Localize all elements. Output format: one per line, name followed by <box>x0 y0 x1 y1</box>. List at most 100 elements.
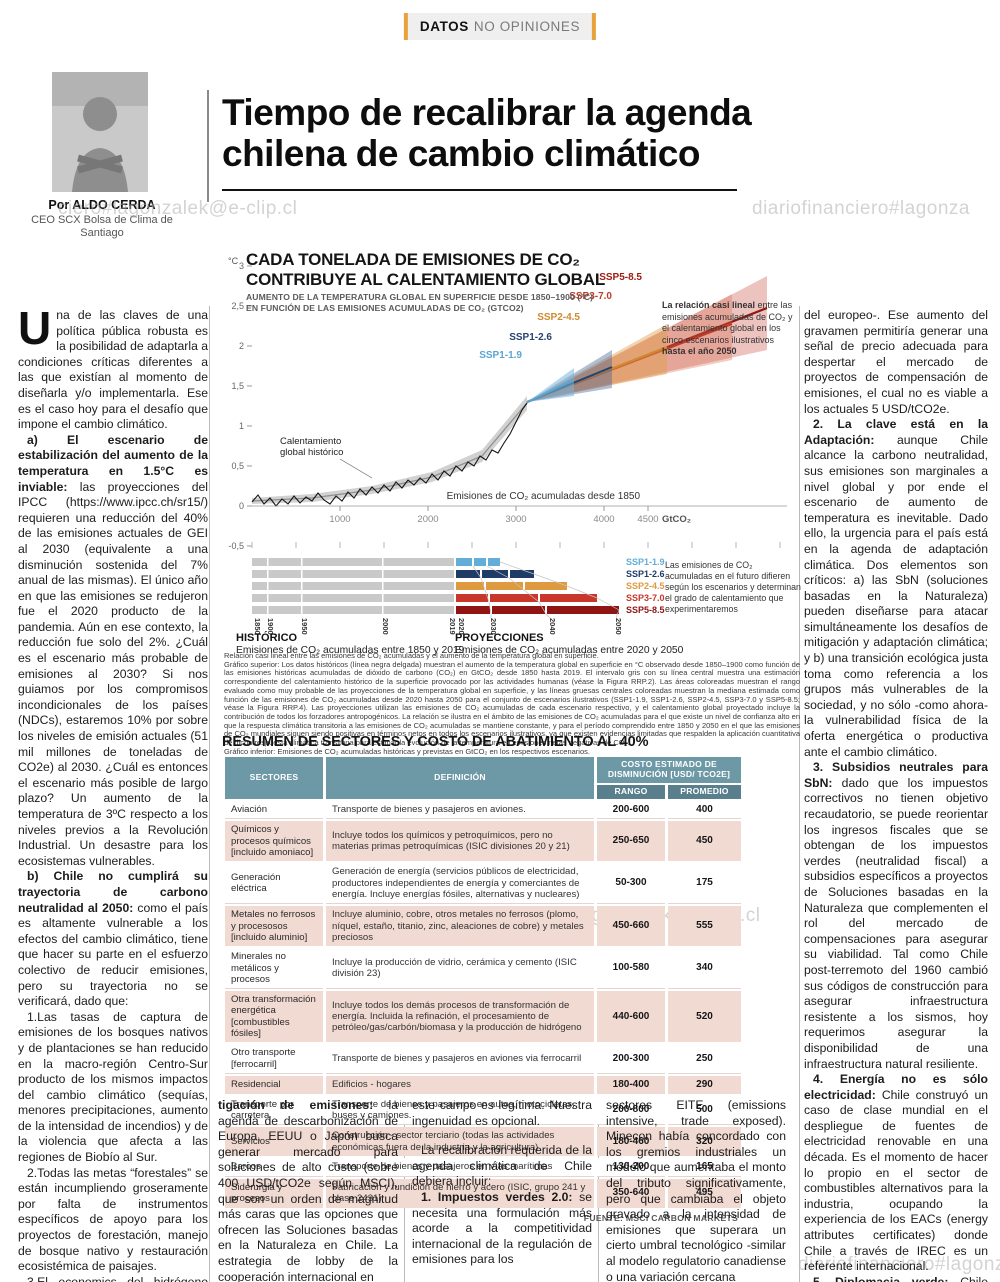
col-header-cost: COSTO ESTIMADO DE DISMINUCIÓN [USD/ TCO2… <box>597 757 741 783</box>
headline-line2: chilena de cambio climático <box>222 133 700 175</box>
x-axis-ticks: 1000 2000 3000 4000 4500 <box>329 514 658 525</box>
svg-text:0: 0 <box>239 501 244 511</box>
author-portrait-placeholder <box>52 72 148 192</box>
svg-text:2019: 2019 <box>448 618 457 635</box>
ssp1-19-label: SSP1-1.9 <box>479 350 522 361</box>
table-row: Químicos y procesos químicos [incluido a… <box>225 821 741 862</box>
ssp5-85-band <box>527 276 767 402</box>
ssp2-45-label: SSP2-4.5 <box>537 312 580 323</box>
chart-title: CADA TONELADA DE EMISIONES DE CO₂ CONTRI… <box>246 250 606 289</box>
historical-bars <box>252 558 454 614</box>
climate-chart-figure: °C 3 2,5 2 1,5 1 0,5 0 -0,5 <box>222 248 802 755</box>
svg-text:1: 1 <box>239 421 244 431</box>
svg-text:1000: 1000 <box>329 514 350 525</box>
watermark: ciero#lagonzalek@e-clip.cl <box>58 198 298 219</box>
author-photo <box>52 72 148 192</box>
svg-text:2050: 2050 <box>614 618 623 635</box>
headline-line1: Tiempo de recalibrar la agenda <box>222 92 752 133</box>
ssp3-70-label: SSP3-7.0 <box>569 291 612 302</box>
svg-text:3000: 3000 <box>505 514 526 525</box>
paragraph: 1.Las tasas de captura de emisiones de l… <box>18 1009 208 1165</box>
paragraph: 3.El economics del hidrógeno verde para … <box>27 1274 208 1282</box>
timeline-legend: Las emisiones de CO₂ acumuladas en el fu… <box>665 560 801 614</box>
scenario-labels: SSP1-1.9 SSP1-2.6 SSP2-4.5 SSP3-7.0 SSP5… <box>479 272 642 361</box>
svg-text:2030: 2030 <box>489 618 498 635</box>
svg-text:SSP1-2.6: SSP1-2.6 <box>626 569 665 579</box>
table-row: Otro transporte [ferrocarril] Transporte … <box>225 1044 741 1075</box>
svg-text:2000: 2000 <box>381 618 390 635</box>
ssp1-26-bar <box>456 570 534 578</box>
table-row: Transporte por carretera Transporte de bi… <box>225 1095 741 1126</box>
svg-text:2,5: 2,5 <box>231 301 244 311</box>
chart-subtitle: AUMENTO DE LA TEMPERATURA GLOBAL EN SUPE… <box>246 292 594 313</box>
scenario-wedges <box>526 276 768 404</box>
ssp3-70-bar <box>456 594 597 602</box>
paragraph: 4. Energía no es sólo electricidad: Chil… <box>804 1072 988 1274</box>
svg-text:2020: 2020 <box>457 618 466 635</box>
col-header-average: PROMEDIO <box>668 784 741 799</box>
historical-label-line1: Calentamiento <box>280 436 341 447</box>
svg-text:1900: 1900 <box>266 618 275 635</box>
abatement-cost-table-section: RESUMEN DE SECTORES Y COSTO DE ABATIMIEN… <box>222 734 741 1223</box>
article-bottom-column-2: este campo es legítima. Nuestra ingenuid… <box>412 1098 592 1282</box>
cumulative-emissions-timeline: 1850 1900 1950 2000 2019 2020 2030 2040 … <box>252 557 665 635</box>
badge-accent-bar-right <box>592 13 597 40</box>
ssp2-45-bar <box>456 582 567 590</box>
page-title: Tiempo de recalibrar la agenda chilena d… <box>222 92 992 175</box>
timeline-year-labels: 1850 1900 1950 2000 2019 2020 2030 2040 … <box>253 618 623 635</box>
ssp1-19-bar <box>456 558 500 566</box>
svg-text:2000: 2000 <box>417 514 438 525</box>
ssp5-85-label: SSP5-8.5 <box>599 272 642 283</box>
paragraph: a) El escenario de estabilización del au… <box>18 432 208 868</box>
paragraph: b) Chile no cumplirá su trayectoria de c… <box>18 869 208 1009</box>
year-connector-lines <box>472 561 620 619</box>
badge-label-rest: NO OPINIONES <box>473 19 581 34</box>
chart-annotation: La relación casi lineal entre las emisio… <box>662 300 793 356</box>
byline-divider <box>207 90 209 202</box>
badge-accent-bar-left <box>403 13 408 40</box>
table-row: Residencial Edificios - hogares 180-400 290 <box>225 1076 741 1094</box>
x-axis-label: Emisiones de CO₂ acumuladas desde 1850 <box>447 491 641 502</box>
warming-vs-emissions-chart: °C 3 2,5 2 1,5 1 0,5 0 -0,5 <box>228 256 787 551</box>
ssp3-70-band <box>527 294 732 402</box>
ssp5-85-bar <box>456 606 619 614</box>
watermark: diariofinanciero#lagonza <box>798 1254 1000 1275</box>
table-source: FUENTE: MSCI CARBON MARKETS <box>583 1212 738 1223</box>
historical-label-leader <box>339 458 373 479</box>
column-divider <box>209 306 210 1282</box>
svg-text:SSP3-7.0: SSP3-7.0 <box>626 593 665 603</box>
article-right-column: del europeo-. Ese aumento del gravamen p… <box>804 308 988 1282</box>
paragraph: 5. Diplomacia verde: Chile tiene “marca”… <box>813 1274 988 1282</box>
paragraph: tigación de emisiones: la agenda de desc… <box>218 1098 398 1282</box>
observed-warming-line <box>251 402 528 507</box>
watermark: diariofinanciero#lagonza <box>752 198 970 219</box>
table-row: Servicios Construcción - sector terciario… <box>225 1127 741 1157</box>
timeline-scenario-labels: SSP1-1.9 SSP1-2.6 SSP2-4.5 SSP3-7.0 SSP5… <box>626 557 665 615</box>
projection-period-label: PROYECCIONES Emisiones de CO₂ acumuladas… <box>455 632 684 656</box>
drop-cap: U <box>18 308 52 354</box>
paragraph: 3. Subsidios neutrales para SbN: dado qu… <box>804 760 988 1071</box>
table-row: Generación eléctrica Generación de energí… <box>225 863 741 905</box>
ssp1-26-label: SSP1-2.6 <box>509 332 552 343</box>
ssp1-19-band <box>527 368 574 402</box>
byline: Por ALDO CERDA CEO SCX Bolsa de Clima de… <box>22 198 182 240</box>
table-row: Siderurgia y procesos Fabricación y fundi… <box>225 1178 741 1208</box>
svg-text:1850: 1850 <box>253 618 262 635</box>
historical-trend-line <box>251 402 528 502</box>
article-bottom-column-3: sectores EITE (emissions intensive, trad… <box>606 1098 786 1282</box>
article-bottom-column-1: tigación de emisiones: la agenda de desc… <box>218 1098 398 1282</box>
historical-uncertainty-band <box>252 396 527 504</box>
paragraph: La recalibración requerida de la agenda … <box>412 1143 592 1189</box>
paragraph: 1. Impuestos verdes 2.0: se necesita una… <box>412 1189 592 1267</box>
table-row: Minerales no metálicos y procesos Incluye… <box>225 948 741 990</box>
abatement-cost-table: SECTORES DEFINICIÓN COSTO ESTIMADO DE DI… <box>222 755 744 1210</box>
projection-bars <box>456 558 619 614</box>
author-role: CEO SCX Bolsa de Clima de Santiago <box>31 214 173 239</box>
svg-text:-0,5: -0,5 <box>228 541 244 551</box>
x-axis-unit: GtCO₂ <box>662 514 691 525</box>
svg-text:0,5: 0,5 <box>231 461 244 471</box>
svg-text:3: 3 <box>239 261 244 271</box>
paragraph: sectores EITE (emissions intensive, trad… <box>606 1098 786 1282</box>
